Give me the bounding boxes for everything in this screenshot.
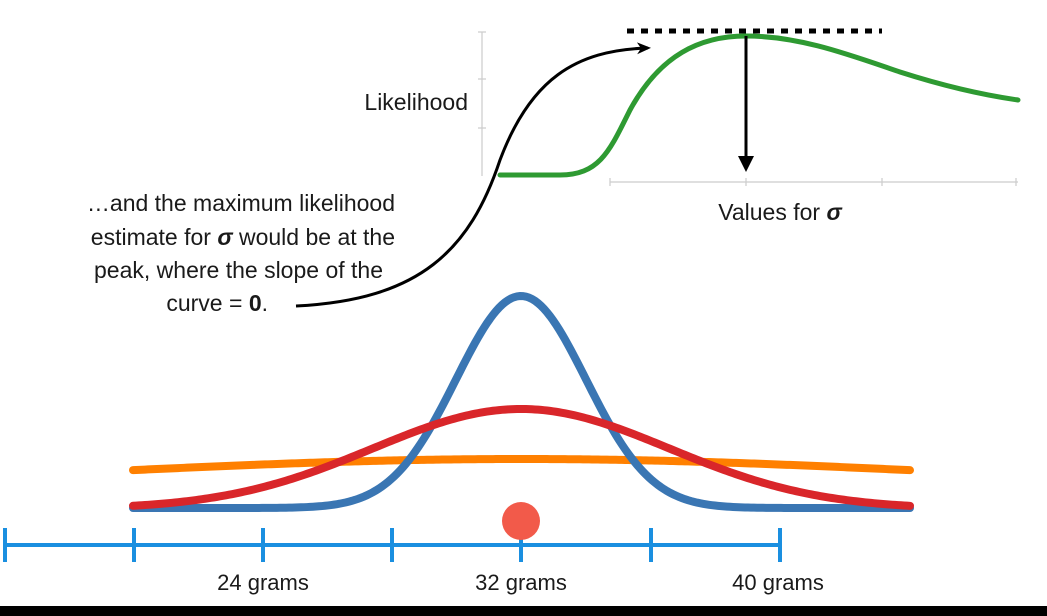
annotation-line-1: …and the maximum likelihood <box>87 190 395 216</box>
distribution-curves <box>129 292 914 512</box>
number-line-label-32: 32 grams <box>475 570 567 595</box>
likelihood-plot: Likelihood Values for σ <box>364 28 1021 225</box>
medium-distribution-curve <box>129 404 914 510</box>
number-line-label-24: 24 grams <box>217 570 309 595</box>
bottom-border <box>0 606 1047 616</box>
annotation-text: …and the maximum likelihood estimate for… <box>87 190 395 316</box>
data-point <box>502 502 540 540</box>
annotation-line-2: estimate for σ would be at the <box>91 224 395 250</box>
annotation-line-3: peak, where the slope of the <box>94 257 383 283</box>
peak-down-arrow-head <box>738 156 754 172</box>
annotation-line-4: curve = 0. <box>166 290 268 316</box>
number-line: 24 grams 32 grams 40 grams <box>3 528 824 595</box>
narrow-distribution-curve <box>129 292 914 512</box>
pointer-arrow <box>295 42 651 308</box>
number-line-label-40: 40 grams <box>732 570 824 595</box>
wide-distribution-curve <box>129 455 914 475</box>
likelihood-curve <box>497 33 1021 178</box>
y-axis-label: Likelihood <box>364 89 468 115</box>
x-axis-label: Values for σ <box>718 199 842 225</box>
